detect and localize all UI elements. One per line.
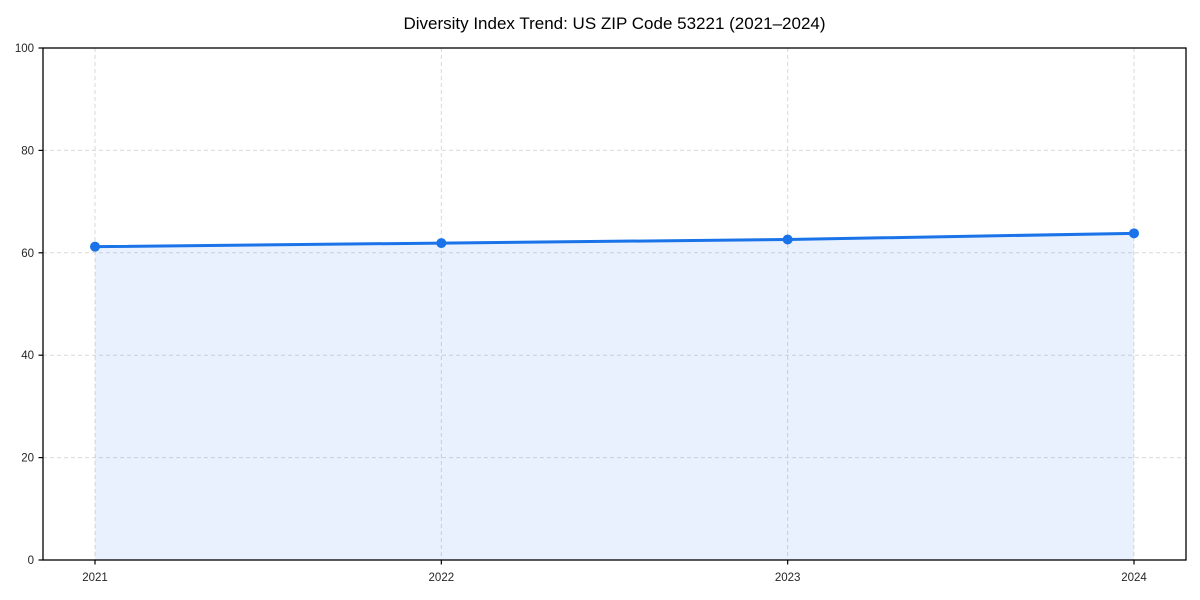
area-fill	[95, 233, 1134, 560]
x-tick-label: 2023	[775, 572, 801, 584]
plot-border	[42, 47, 1187, 561]
y-tick-label: 20	[21, 453, 34, 465]
x-tick-label: 2021	[82, 572, 108, 584]
series-line	[93, 231, 1136, 249]
data-point	[782, 234, 793, 245]
y-tick-label: 0	[28, 555, 34, 567]
y-tick-label: 100	[15, 43, 34, 55]
gridlines	[43, 47, 1186, 561]
data-point	[436, 238, 447, 249]
y-tick-label: 40	[21, 350, 34, 362]
x-tick-label: 2022	[429, 572, 455, 584]
data-point	[1129, 228, 1139, 239]
axis-ticks	[38, 47, 1135, 565]
chart-title: Diversity Index Trend: US ZIP Code 53221…	[403, 14, 825, 33]
x-tick-label: 2024	[1121, 572, 1147, 584]
axis-tick-labels: 0 20 40 60 80 100 2021 2022 2023 2024	[15, 43, 1148, 584]
data-point	[90, 241, 100, 252]
y-tick-label: 60	[21, 248, 34, 260]
axes-spines	[42, 47, 1187, 561]
data-points	[90, 228, 1139, 252]
data-area	[95, 233, 1134, 560]
data-line	[93, 231, 1136, 249]
y-tick-label: 80	[21, 145, 34, 157]
